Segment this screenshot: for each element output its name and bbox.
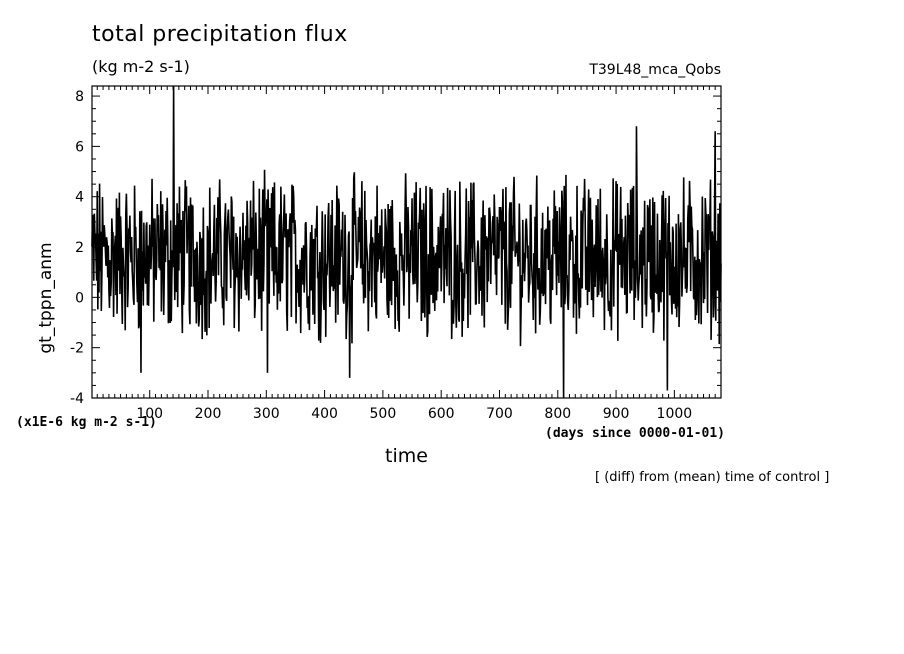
y-tick-label: -2 <box>70 341 84 357</box>
y-scale-note: (x1E-6 kg m-2 s-1) <box>16 415 157 430</box>
x-tick-label: 600 <box>428 406 455 422</box>
chart-title: total precipitation flux <box>92 22 348 47</box>
x-axis-ticks: 100 200 300 400 500 600 700 800 900 1000 <box>96 86 716 422</box>
y-tick-label: 0 <box>75 290 84 306</box>
x-tick-label: 400 <box>311 406 338 422</box>
x-tick-label: 900 <box>603 406 630 422</box>
y-axis-ticks: -4 -2 0 2 4 6 8 <box>70 89 721 407</box>
footnote: [ (diff) from (mean) time of control ] <box>595 470 830 485</box>
y-axis-label: gt_tppn_anm <box>36 242 56 354</box>
x-tick-label: 200 <box>195 406 222 422</box>
x-tick-label: 800 <box>544 406 571 422</box>
series-line-gt-tppn-anm <box>91 85 722 399</box>
y-tick-label: 6 <box>75 139 84 155</box>
y-tick-label: 4 <box>75 190 84 206</box>
y-tick-label: -4 <box>70 391 84 407</box>
y-tick-label: 2 <box>75 240 84 256</box>
x-tick-label: 300 <box>253 406 280 422</box>
chart-units-subtitle: (kg m-2 s-1) <box>92 57 190 76</box>
x-tick-label: 500 <box>370 406 397 422</box>
x-tick-label: 1000 <box>657 406 693 422</box>
x-axis-label: time <box>385 445 428 467</box>
y-tick-label: 8 <box>75 89 84 105</box>
x-units-note: (days since 0000-01-01) <box>545 426 726 441</box>
series-group <box>91 85 722 399</box>
experiment-label: T39L48_mca_Qobs <box>589 62 721 78</box>
x-tick-label: 700 <box>486 406 513 422</box>
x-tick-label: 100 <box>136 406 163 422</box>
